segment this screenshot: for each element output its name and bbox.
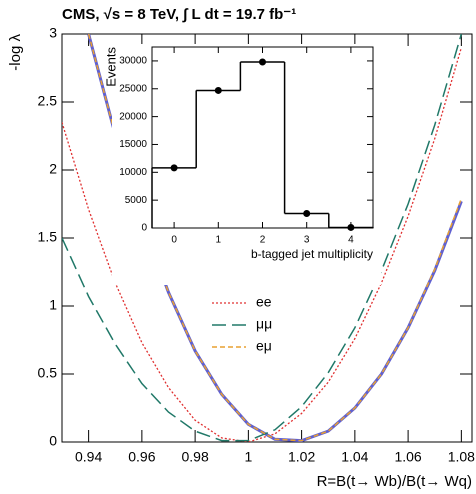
x-tick-label: 1.04 bbox=[341, 449, 368, 465]
y-tick-label: 20000 bbox=[119, 111, 147, 122]
x-tick-label: 0.98 bbox=[181, 449, 208, 465]
legend-label: eμ bbox=[256, 338, 272, 354]
y-tick-label: 2 bbox=[49, 161, 57, 177]
x-tick-label: 0.96 bbox=[128, 449, 155, 465]
y-tick-label: 15000 bbox=[119, 139, 147, 150]
x-axis-label: R=B(t→ Wb)/B(t→ Wq) bbox=[317, 473, 472, 490]
data-point bbox=[347, 223, 355, 231]
x-tick-label: 1.02 bbox=[288, 449, 315, 465]
data-point bbox=[259, 58, 266, 66]
y-tick-label: 5000 bbox=[125, 195, 148, 206]
y-tick-label: 25000 bbox=[119, 83, 147, 94]
data-point bbox=[170, 164, 178, 172]
y-tick-label: 1.5 bbox=[38, 229, 58, 245]
x-tick-label: 0 bbox=[171, 235, 177, 246]
y-tick-label: 1 bbox=[49, 297, 57, 313]
x-tick-label: 0.94 bbox=[75, 449, 102, 465]
chart-title: CMS, √s = 8 TeV, ∫ L dt = 19.7 fb⁻¹ bbox=[62, 6, 296, 23]
y-tick-label: 2.5 bbox=[38, 93, 58, 109]
y-tick-label: 0 bbox=[49, 433, 57, 449]
y-tick-label: 0 bbox=[141, 223, 147, 234]
x-tick-label: 1 bbox=[216, 235, 222, 246]
x-tick-label: 1.08 bbox=[448, 449, 475, 465]
x-tick-label: 3 bbox=[304, 235, 310, 246]
y-tick-label: 30000 bbox=[119, 56, 147, 67]
inset-x-label: b-tagged jet multiplicity bbox=[251, 247, 373, 261]
x-tick-label: 1.06 bbox=[394, 449, 421, 465]
y-axis-label: -log λ bbox=[7, 34, 24, 71]
y-tick-label: 10000 bbox=[119, 167, 147, 178]
x-tick-label: 2 bbox=[260, 235, 266, 246]
series-line bbox=[62, 47, 462, 442]
series-line bbox=[62, 34, 463, 442]
x-tick-label: 4 bbox=[348, 235, 354, 246]
data-point bbox=[214, 86, 222, 94]
x-tick-label: 1 bbox=[244, 449, 252, 465]
data-point bbox=[303, 210, 311, 218]
inset-y-label: Events bbox=[103, 47, 118, 87]
legend-label: ee bbox=[256, 294, 272, 310]
y-tick-label: 0.5 bbox=[38, 365, 58, 381]
y-tick-label: 3 bbox=[49, 25, 57, 41]
inset-bg bbox=[112, 44, 381, 285]
legend-label: μμ bbox=[256, 316, 272, 332]
